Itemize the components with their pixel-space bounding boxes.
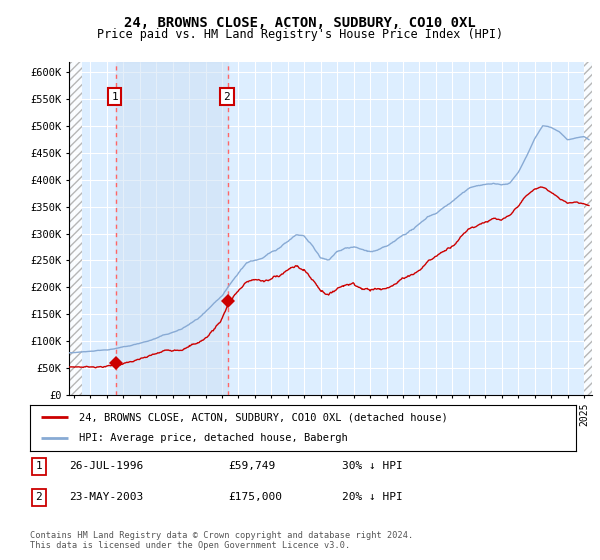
Text: 24, BROWNS CLOSE, ACTON, SUDBURY, CO10 0XL (detached house): 24, BROWNS CLOSE, ACTON, SUDBURY, CO10 0… <box>79 412 448 422</box>
Text: Contains HM Land Registry data © Crown copyright and database right 2024.
This d: Contains HM Land Registry data © Crown c… <box>30 531 413 550</box>
Text: 26-JUL-1996: 26-JUL-1996 <box>69 461 143 472</box>
Text: HPI: Average price, detached house, Babergh: HPI: Average price, detached house, Babe… <box>79 433 348 444</box>
Text: 24, BROWNS CLOSE, ACTON, SUDBURY, CO10 0XL: 24, BROWNS CLOSE, ACTON, SUDBURY, CO10 0… <box>124 16 476 30</box>
Text: 30% ↓ HPI: 30% ↓ HPI <box>342 461 403 472</box>
Bar <box>69 62 82 395</box>
Text: £59,749: £59,749 <box>228 461 275 472</box>
Bar <box>584 62 600 395</box>
Text: 20% ↓ HPI: 20% ↓ HPI <box>342 492 403 502</box>
Bar <box>116 62 229 395</box>
Text: Price paid vs. HM Land Registry's House Price Index (HPI): Price paid vs. HM Land Registry's House … <box>97 28 503 41</box>
Text: 23-MAY-2003: 23-MAY-2003 <box>69 492 143 502</box>
Text: 2: 2 <box>35 492 43 502</box>
Text: 2: 2 <box>223 91 230 101</box>
Text: 1: 1 <box>35 461 43 472</box>
Text: £175,000: £175,000 <box>228 492 282 502</box>
Text: 1: 1 <box>111 91 118 101</box>
